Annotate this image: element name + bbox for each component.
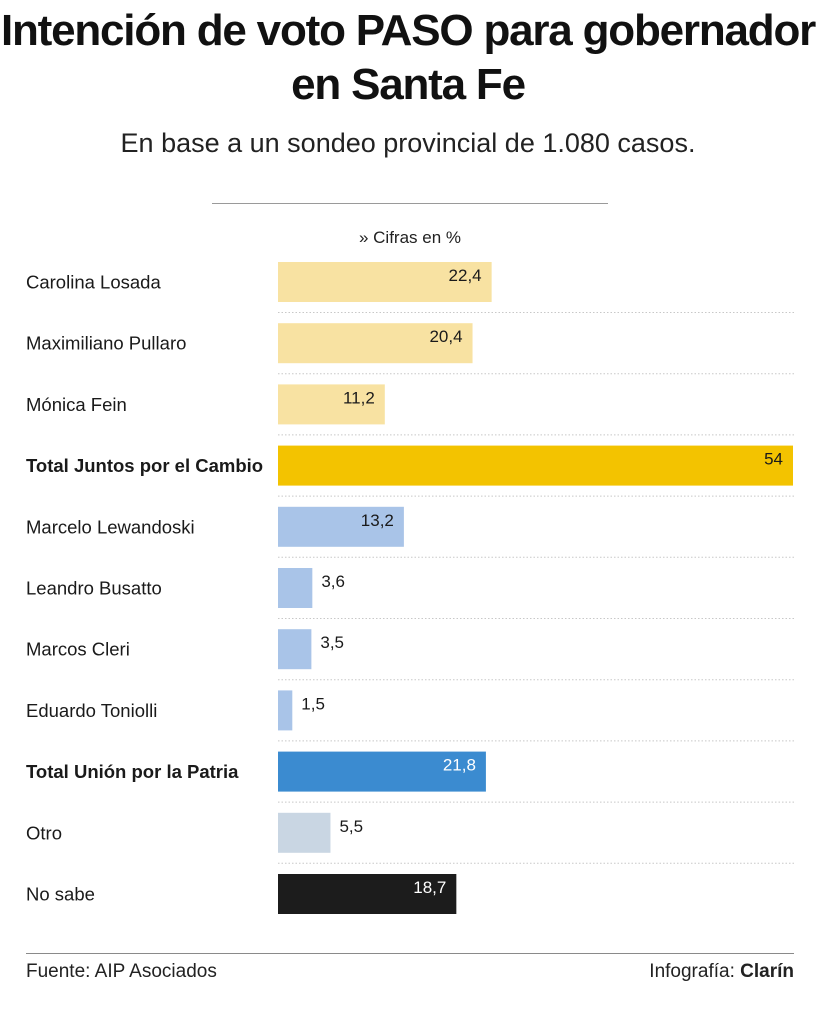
title-divider — [212, 203, 608, 204]
bar — [278, 751, 486, 792]
credit-brand: Clarín — [740, 961, 794, 982]
category-label: Mónica Fein — [26, 394, 127, 415]
credit-prefix: Infografía: — [649, 961, 741, 982]
category-label: Marcelo Lewandoski — [26, 516, 195, 537]
bar — [278, 506, 404, 547]
value-label: 21,8 — [443, 756, 476, 775]
value-label: 3,5 — [320, 633, 344, 652]
category-label: Total Juntos por el Cambio — [26, 455, 263, 476]
category-label: No sabe — [26, 884, 95, 905]
category-label: Maximiliano Pullaro — [26, 333, 186, 354]
bar — [278, 323, 473, 364]
bar — [278, 812, 331, 853]
value-label: 3,6 — [321, 572, 345, 591]
bar — [278, 690, 293, 731]
category-label: Total Unión por la Patria — [26, 761, 239, 782]
category-label: Leandro Busatto — [26, 578, 162, 599]
value-label: 1,5 — [301, 694, 325, 713]
chart-title: Intención de voto PASO para gobernador e… — [0, 6, 816, 109]
footer-divider — [26, 953, 794, 954]
source-note: Fuente: AIP Asociados — [26, 961, 217, 982]
value-label: 11,2 — [343, 388, 375, 407]
value-label: 5,5 — [339, 817, 363, 836]
bar — [278, 629, 312, 670]
value-label: 13,2 — [361, 511, 394, 530]
bar — [278, 384, 385, 425]
category-label: Otro — [26, 822, 62, 843]
category-label: Marcos Cleri — [26, 639, 130, 660]
value-label: 54 — [764, 450, 783, 469]
value-label: 18,7 — [413, 878, 446, 897]
value-label: 22,4 — [449, 266, 482, 285]
bar — [278, 262, 492, 302]
bar — [278, 445, 793, 486]
category-label: Eduardo Toniolli — [26, 700, 157, 721]
credit-note: Infografía: Clarín — [649, 961, 794, 983]
value-label: 20,4 — [429, 327, 462, 346]
bar — [278, 568, 313, 608]
bar — [278, 874, 457, 914]
chart-subtitle: En base a un sondeo provincial de 1.080 … — [120, 128, 696, 158]
unit-note: » Cifras en % — [358, 228, 462, 247]
category-label: Carolina Losada — [26, 272, 161, 293]
